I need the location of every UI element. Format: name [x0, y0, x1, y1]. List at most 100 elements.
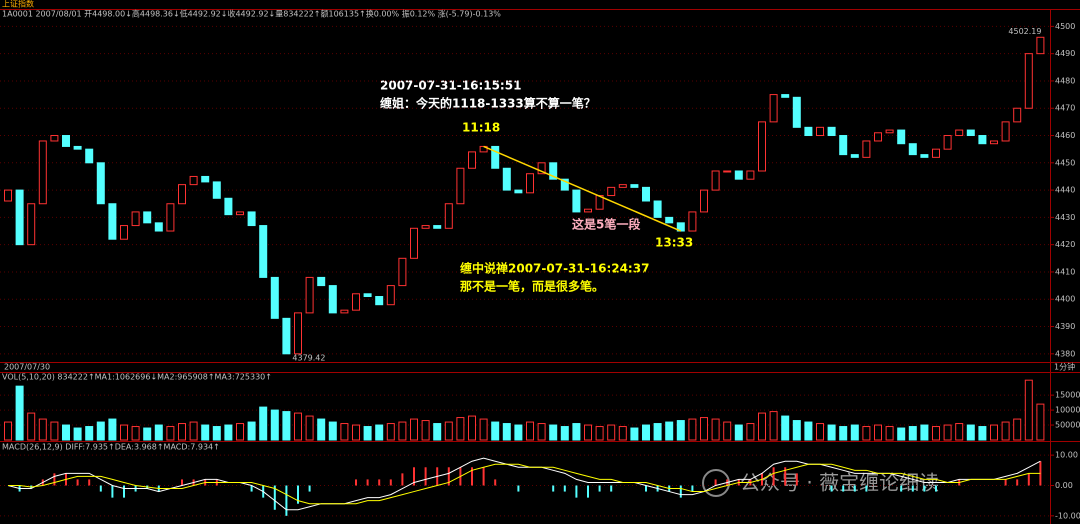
- volume-bar: [317, 418, 326, 441]
- macd-legend: MACD(26,12,9) DIFF:7.935↑DEA:3.968↑MACD:…: [2, 443, 220, 452]
- volume-bar: [804, 421, 813, 441]
- candle: [189, 175, 198, 186]
- volume-bar: [456, 417, 465, 441]
- volume-bar: [932, 426, 940, 441]
- y-tick-label: 100000: [1055, 406, 1080, 415]
- volume-bar: [212, 426, 221, 441]
- volume-bar: [827, 424, 836, 441]
- volume-bar: [50, 421, 59, 441]
- candle: [224, 197, 233, 216]
- candle: [862, 140, 871, 158]
- high-label: 4502.19: [1008, 27, 1041, 36]
- volume-bar: [966, 424, 975, 441]
- y-tick-label: 4400: [1055, 295, 1075, 304]
- candle: [444, 203, 453, 229]
- volume-bar: [584, 424, 592, 441]
- volume-bar: [816, 423, 824, 441]
- volume-bar: [514, 424, 523, 441]
- y-tick-label: 4480: [1055, 76, 1075, 85]
- volume-bar: [1001, 421, 1010, 441]
- candle: [1024, 53, 1033, 109]
- candle: [607, 186, 616, 197]
- candle: [50, 135, 59, 142]
- candle: [15, 189, 24, 246]
- candle: [955, 129, 964, 137]
- volume-bar: [537, 423, 546, 441]
- period-label: 1分钟: [1054, 362, 1075, 372]
- volume-bar: [294, 412, 302, 441]
- candle: [839, 135, 848, 156]
- low-label: 4379.42: [292, 353, 325, 362]
- candle: [38, 140, 47, 205]
- candle: [758, 121, 766, 172]
- candle: [792, 96, 801, 128]
- volume-bar: [920, 424, 929, 441]
- candle: [537, 162, 546, 175]
- candle: [270, 276, 279, 319]
- candle: [943, 135, 952, 150]
- volume-bar: [27, 412, 36, 441]
- candle: [502, 167, 511, 191]
- annotation: 缠姐：今天的1118-1333算不算一笔？: [380, 96, 596, 111]
- annotation: 这是5笔一段: [572, 217, 641, 232]
- candle: [328, 285, 337, 314]
- candle: [827, 126, 836, 137]
- volume-bar: [143, 427, 152, 441]
- volume-bar: [607, 424, 616, 441]
- y-tick-label: 4440: [1055, 186, 1075, 195]
- annotation: 11:18: [462, 121, 500, 135]
- candle: [131, 211, 140, 227]
- volume-bar: [665, 421, 674, 441]
- candle: [468, 151, 476, 169]
- volume-bar: [259, 406, 268, 441]
- candle: [143, 211, 152, 224]
- quote-line: 1A0001 2007/08/01 开4498.00↓高4498.36↓低449…: [2, 9, 501, 19]
- candle: [560, 178, 569, 191]
- volume-bar: [62, 424, 70, 441]
- y-tick-label: 4420: [1055, 240, 1075, 249]
- volume-bar: [305, 415, 314, 441]
- volume-bar: [595, 426, 604, 441]
- volume-bar: [410, 418, 418, 441]
- candle: [247, 211, 256, 227]
- volume-bar: [688, 418, 697, 441]
- date-label: 2007/07/30: [4, 363, 50, 372]
- volume-bar: [154, 424, 163, 441]
- volume-bar: [201, 424, 210, 441]
- candle: [178, 184, 186, 205]
- candle: [874, 132, 882, 142]
- candle: [804, 126, 813, 137]
- candle: [212, 181, 221, 199]
- volume-bar: [642, 424, 650, 441]
- volume-bar: [734, 424, 743, 441]
- candle: [363, 293, 372, 298]
- candle: [885, 129, 894, 134]
- candle: [27, 203, 36, 246]
- candle: [1013, 107, 1022, 123]
- annotation: 缠中说禅2007-07-31-16:24:37: [460, 261, 649, 276]
- y-tick-label: 4430: [1055, 213, 1075, 222]
- volume-bar: [839, 426, 848, 441]
- volume-bar: [178, 423, 186, 441]
- candle: [96, 162, 105, 205]
- volume-legend: VOL(5,10,20) 834222↑MA1:1062696↓MA2:9659…: [2, 373, 272, 382]
- candle: [85, 148, 94, 164]
- candle: [433, 225, 442, 229]
- watermark-icon: [702, 469, 730, 497]
- volume-bar: [908, 426, 917, 441]
- y-tick-label: 50000: [1055, 421, 1080, 430]
- volume-bar: [955, 423, 964, 441]
- volume-bar: [723, 421, 732, 441]
- volume-bar: [108, 418, 117, 441]
- volume-bar: [1036, 403, 1045, 441]
- candle: [62, 135, 70, 147]
- volume-bar: [491, 421, 500, 441]
- volume-bar: [189, 421, 198, 441]
- candle: [734, 170, 743, 180]
- candle: [897, 129, 906, 145]
- candle: [781, 94, 790, 98]
- volume-bar: [352, 424, 360, 441]
- candle: [514, 189, 523, 194]
- candle: [294, 312, 302, 355]
